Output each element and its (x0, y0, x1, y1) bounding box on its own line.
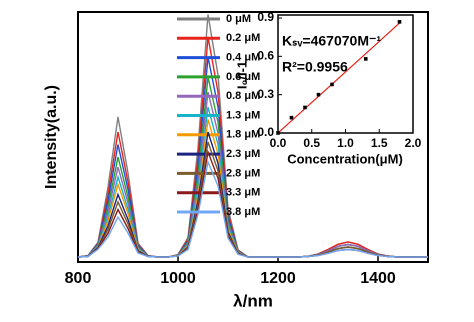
x-tick-label: 1000 (160, 270, 196, 287)
y-tick-label: 0.3 (257, 87, 274, 101)
data-point (276, 131, 280, 135)
x-tick-label: 1.5 (371, 136, 388, 150)
main-frame (77, 11, 429, 263)
x-axis-label: λ/nm (233, 291, 273, 310)
x-tick-label: 1200 (260, 270, 296, 287)
legend-label: 2.3 μM (226, 148, 260, 160)
legend-label: 0.4 μM (226, 52, 260, 64)
legend-label: 2.8 μM (226, 167, 260, 179)
legend-label: 0.6 μM (226, 71, 260, 83)
x-tick-label: 2.0 (405, 136, 422, 150)
legend-label: 1.8 μM (226, 129, 260, 141)
legend-label: 3.3 μM (226, 187, 260, 199)
legend-label: 0.2 μM (226, 32, 260, 44)
x-tick-label: 1.0 (337, 136, 354, 150)
legend-label: 3.8 μM (226, 206, 260, 218)
data-point (363, 57, 368, 61)
spectrum-line (77, 159, 428, 258)
data-point (316, 92, 321, 97)
inset-y-label: I₀/I-1 (234, 61, 249, 89)
y-axis-label: Intensity(a.u.) (43, 85, 60, 189)
legend-label: 1.3 μM (226, 109, 260, 121)
y-tick-label: 0.0 (257, 125, 274, 139)
x-tick-label: 1400 (360, 270, 396, 287)
y-tick-label: 0.9 (257, 10, 274, 24)
annotation: R²=0.9956 (282, 59, 348, 75)
x-tick-label: 0.0 (270, 136, 287, 150)
data-point (289, 115, 294, 120)
data-point (330, 82, 334, 87)
data-point (397, 20, 402, 24)
y-tick-label: 0.6 (257, 49, 274, 63)
inset-x-label: Concentration(μM) (287, 151, 403, 166)
x-tick-label: 800 (65, 270, 92, 287)
annotation: Kₛᵥ=467070M⁻¹ (282, 33, 381, 49)
x-tick-label: 0.5 (303, 136, 320, 150)
data-point (303, 105, 307, 110)
fit-line (277, 22, 400, 134)
legend-label: 0 μM (226, 13, 251, 25)
legend-label: 0.8 μM (226, 90, 260, 102)
